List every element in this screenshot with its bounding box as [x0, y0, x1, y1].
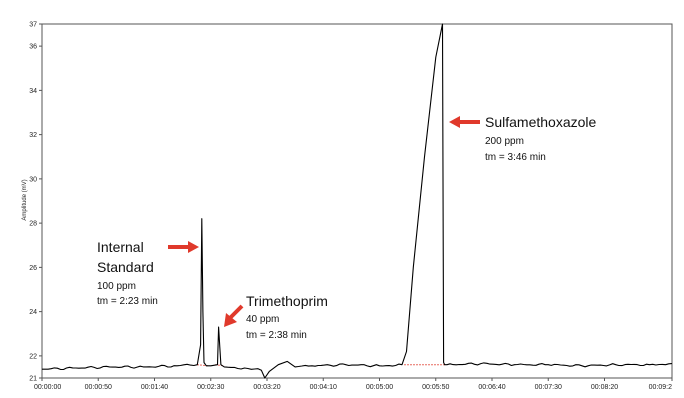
- y-tick-label: 22: [29, 353, 37, 360]
- y-tick-label: 21: [29, 376, 37, 383]
- x-tick-label: 00:01:40: [141, 384, 168, 391]
- x-axis-ticks: 00:00:00 00:00:50 00:01:40 00:02:30 00:03:20…: [34, 378, 673, 391]
- x-tick-label: 00:05:00: [366, 384, 393, 391]
- x-tick-label: 00:07:30: [535, 384, 562, 391]
- x-tick-label: 00:09:2: [649, 384, 672, 391]
- y-tick-label: 32: [29, 132, 37, 139]
- annotation-sulfamethoxazole-ppm: 200 ppm: [485, 136, 524, 147]
- x-tick-label: 00:04:10: [310, 384, 337, 391]
- y-tick-label: 26: [29, 265, 37, 272]
- annotation-sulfamethoxazole-name: Sulfamethoxazole: [485, 114, 597, 130]
- arrow-right-icon: [168, 241, 199, 253]
- annotation-sulfamethoxazole-tm: tm = 3:46 min: [485, 152, 546, 163]
- x-tick-label: 00:06:40: [478, 384, 505, 391]
- x-tick-label: 00:00:00: [34, 384, 61, 391]
- annotation-sulfamethoxazole: Sulfamethoxazole 200 ppm tm = 3:46 min: [449, 114, 597, 163]
- annotation-trimethoprim-tm: tm = 2:38 min: [246, 330, 307, 341]
- y-tick-label: 34: [29, 88, 37, 95]
- y-tick-label: 30: [29, 176, 37, 183]
- x-tick-label: 00:02:30: [197, 384, 224, 391]
- annotation-internal-standard-line1: Internal: [97, 239, 144, 255]
- arrow-left-icon: [449, 116, 480, 128]
- annotation-internal-standard-line2: Standard: [97, 259, 154, 275]
- annotation-internal-standard: Internal Standard 100 ppm tm = 2:23 min: [97, 239, 199, 307]
- y-axis-label: Amplitude (mV): [22, 179, 28, 220]
- y-tick-label: 24: [29, 309, 37, 316]
- annotation-internal-standard-tm: tm = 2:23 min: [97, 296, 158, 307]
- y-tick-label: 37: [29, 22, 37, 29]
- arrow-down-left-icon: [224, 304, 244, 327]
- x-tick-label: 00:03:20: [253, 384, 280, 391]
- annotation-internal-standard-ppm: 100 ppm: [97, 281, 136, 292]
- x-tick-label: 00:05:50: [422, 384, 449, 391]
- y-axis-ticks: 21 22 24 26 28 30 32 34 36 37: [29, 22, 42, 383]
- x-tick-label: 00:08:20: [591, 384, 618, 391]
- annotation-trimethoprim-ppm: 40 ppm: [246, 314, 279, 325]
- y-tick-label: 36: [29, 44, 37, 51]
- plot-frame: [41, 23, 673, 379]
- chromatogram-trace: [42, 23, 673, 379]
- y-tick-label: 28: [29, 221, 37, 228]
- x-tick-label: 00:00:50: [85, 384, 112, 391]
- annotation-trimethoprim-name: Trimethoprim: [246, 293, 328, 309]
- annotation-trimethoprim: Trimethoprim 40 ppm tm = 2:38 min: [224, 293, 328, 341]
